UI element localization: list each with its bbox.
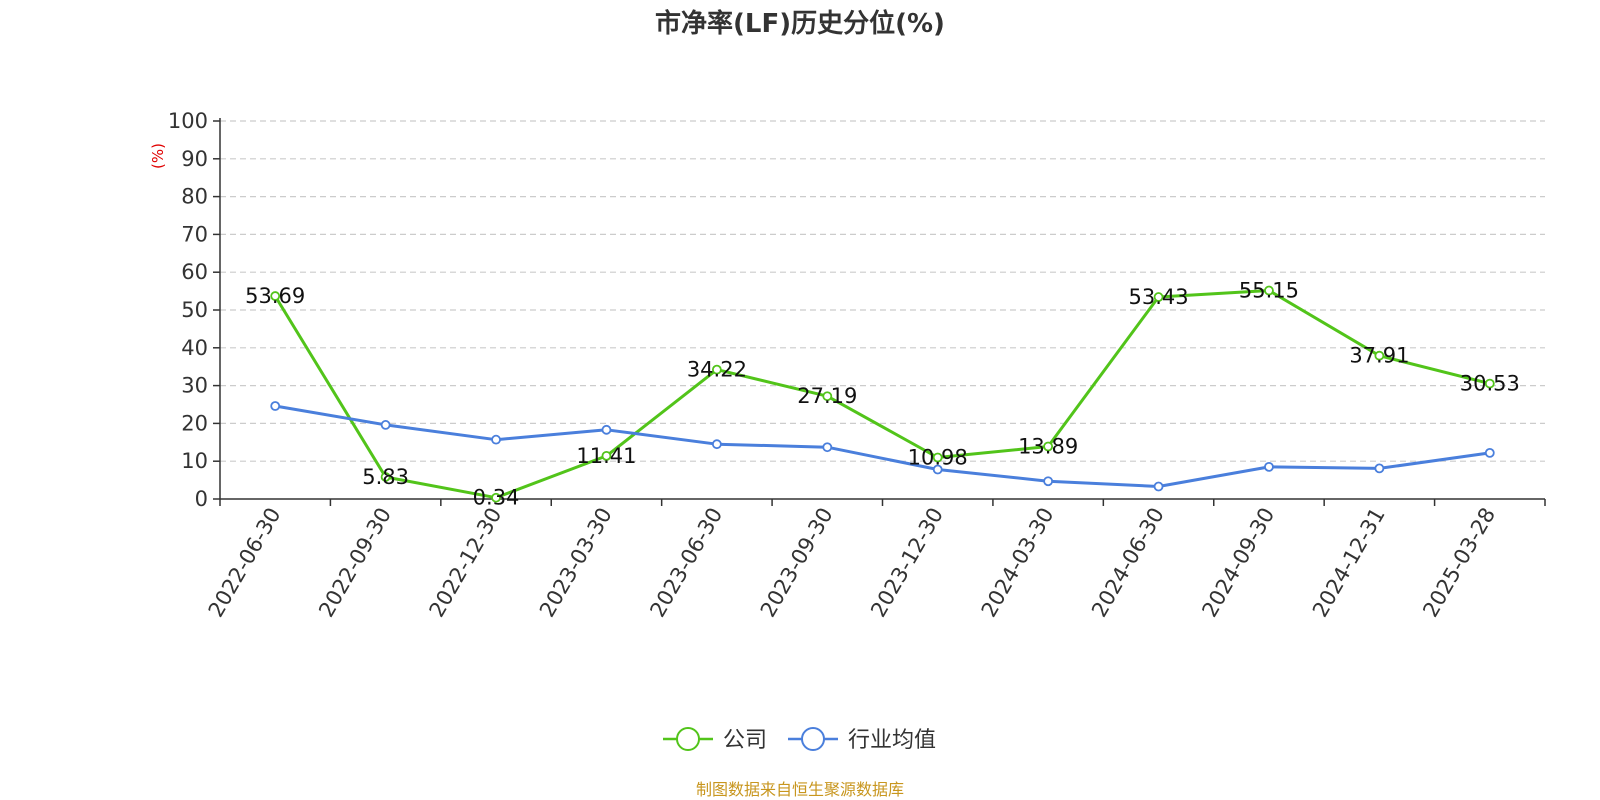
data-label: 53.43: [1128, 285, 1188, 309]
data-point[interactable]: [932, 464, 943, 475]
legend-item-0[interactable]: 公司: [663, 727, 767, 753]
x-tick-label: 2024-06-30: [1087, 504, 1169, 622]
y-tick-label: 30: [181, 374, 208, 398]
data-point[interactable]: [822, 391, 833, 402]
data-label: 30.53: [1460, 372, 1520, 396]
x-tick-label: 2023-03-30: [535, 504, 617, 622]
x-tick-label: 2023-06-30: [645, 504, 727, 622]
data-point[interactable]: [1153, 292, 1164, 302]
data-point[interactable]: [1484, 378, 1495, 389]
data-point[interactable]: [270, 401, 281, 411]
x-tick-label: 2023-09-30: [756, 504, 838, 622]
data-point[interactable]: [932, 452, 943, 463]
axes: [213, 118, 1546, 506]
legend[interactable]: 公司 行业均值: [663, 727, 936, 753]
x-tick-label: 2023-12-30: [866, 503, 948, 621]
x-tick-label: 2022-12-30: [425, 503, 507, 621]
data-point[interactable]: [1043, 476, 1054, 487]
data-point[interactable]: [601, 424, 612, 435]
x-tick-label: 2022-09-30: [314, 504, 396, 622]
data-labels: 53.69 5.83 0.34 11.41 34.22 27.19 10.98 13.89 53…: [245, 279, 1520, 510]
data-point[interactable]: [1264, 461, 1274, 472]
y-tick-labels: 0 10 20 30 40 50 60 70 80 90 100: [168, 109, 208, 511]
data-point[interactable]: [380, 472, 391, 482]
data-label: 10.98: [908, 445, 968, 469]
x-tick-label: 2024-03-30: [977, 504, 1059, 622]
data-point[interactable]: [1484, 447, 1495, 458]
x-tick-labels: 2022-06-30 2022-09-30 2022-12-30 2023-03-30…: [204, 503, 1500, 621]
y-tick-label: 50: [181, 298, 208, 322]
y-tick-label: 60: [181, 260, 208, 284]
legend-swatch-marker: [676, 727, 700, 751]
x-tick-label: 2025-03-28: [1418, 504, 1500, 622]
legend-label: 行业均值: [848, 728, 936, 753]
y-unit-label: (%): [149, 143, 167, 169]
source-note: 制图数据来自恒生聚源数据库: [696, 780, 904, 799]
data-label: 0.34: [473, 486, 520, 510]
series-line-1: [274, 404, 1491, 488]
data-point[interactable]: [270, 291, 281, 301]
series-line-0: [273, 289, 1491, 500]
x-tick-label: 2024-12-31: [1308, 504, 1390, 622]
legend-swatch-marker: [801, 727, 825, 751]
data-label: 27.19: [797, 384, 857, 408]
y-tick-label: 20: [181, 411, 208, 435]
y-tick-label: 40: [181, 336, 208, 360]
y-tick-label: 80: [181, 185, 208, 209]
y-tick-label: 10: [181, 449, 208, 473]
data-point[interactable]: [491, 434, 501, 445]
data-point[interactable]: [1374, 350, 1385, 361]
y-tick-label: 70: [181, 222, 208, 246]
legend-item-1[interactable]: 行业均值: [788, 727, 936, 753]
data-label: 53.69: [245, 284, 305, 308]
y-tick-label: 0: [195, 487, 208, 511]
data-label: 5.83: [362, 465, 409, 489]
y-tick-label: 100: [168, 109, 208, 133]
data-point[interactable]: [711, 364, 722, 375]
chart-title: 市净率(LF)历史分位(%): [655, 8, 945, 39]
data-point[interactable]: [1043, 441, 1054, 452]
series-lines: [273, 289, 1491, 500]
data-label: 55.15: [1239, 279, 1299, 303]
data-label: 37.91: [1349, 344, 1409, 368]
data-label: 13.89: [1018, 434, 1078, 458]
series-points: [270, 285, 1495, 503]
data-point[interactable]: [380, 420, 391, 430]
data-point[interactable]: [822, 442, 833, 453]
y-tick-label: 90: [181, 147, 208, 171]
data-point[interactable]: [601, 450, 612, 461]
data-point[interactable]: [711, 439, 722, 450]
x-tick-label: 2024-09-30: [1197, 504, 1279, 622]
legend-label: 公司: [723, 728, 767, 753]
data-label: 11.41: [576, 444, 636, 468]
data-point[interactable]: [491, 492, 501, 503]
x-tick-label: 2022-06-30: [204, 504, 286, 622]
data-point[interactable]: [1153, 481, 1164, 492]
data-point[interactable]: [1374, 463, 1385, 474]
data-point[interactable]: [1264, 285, 1274, 296]
grid-lines: [220, 120, 1545, 462]
data-label: 34.22: [687, 358, 747, 382]
